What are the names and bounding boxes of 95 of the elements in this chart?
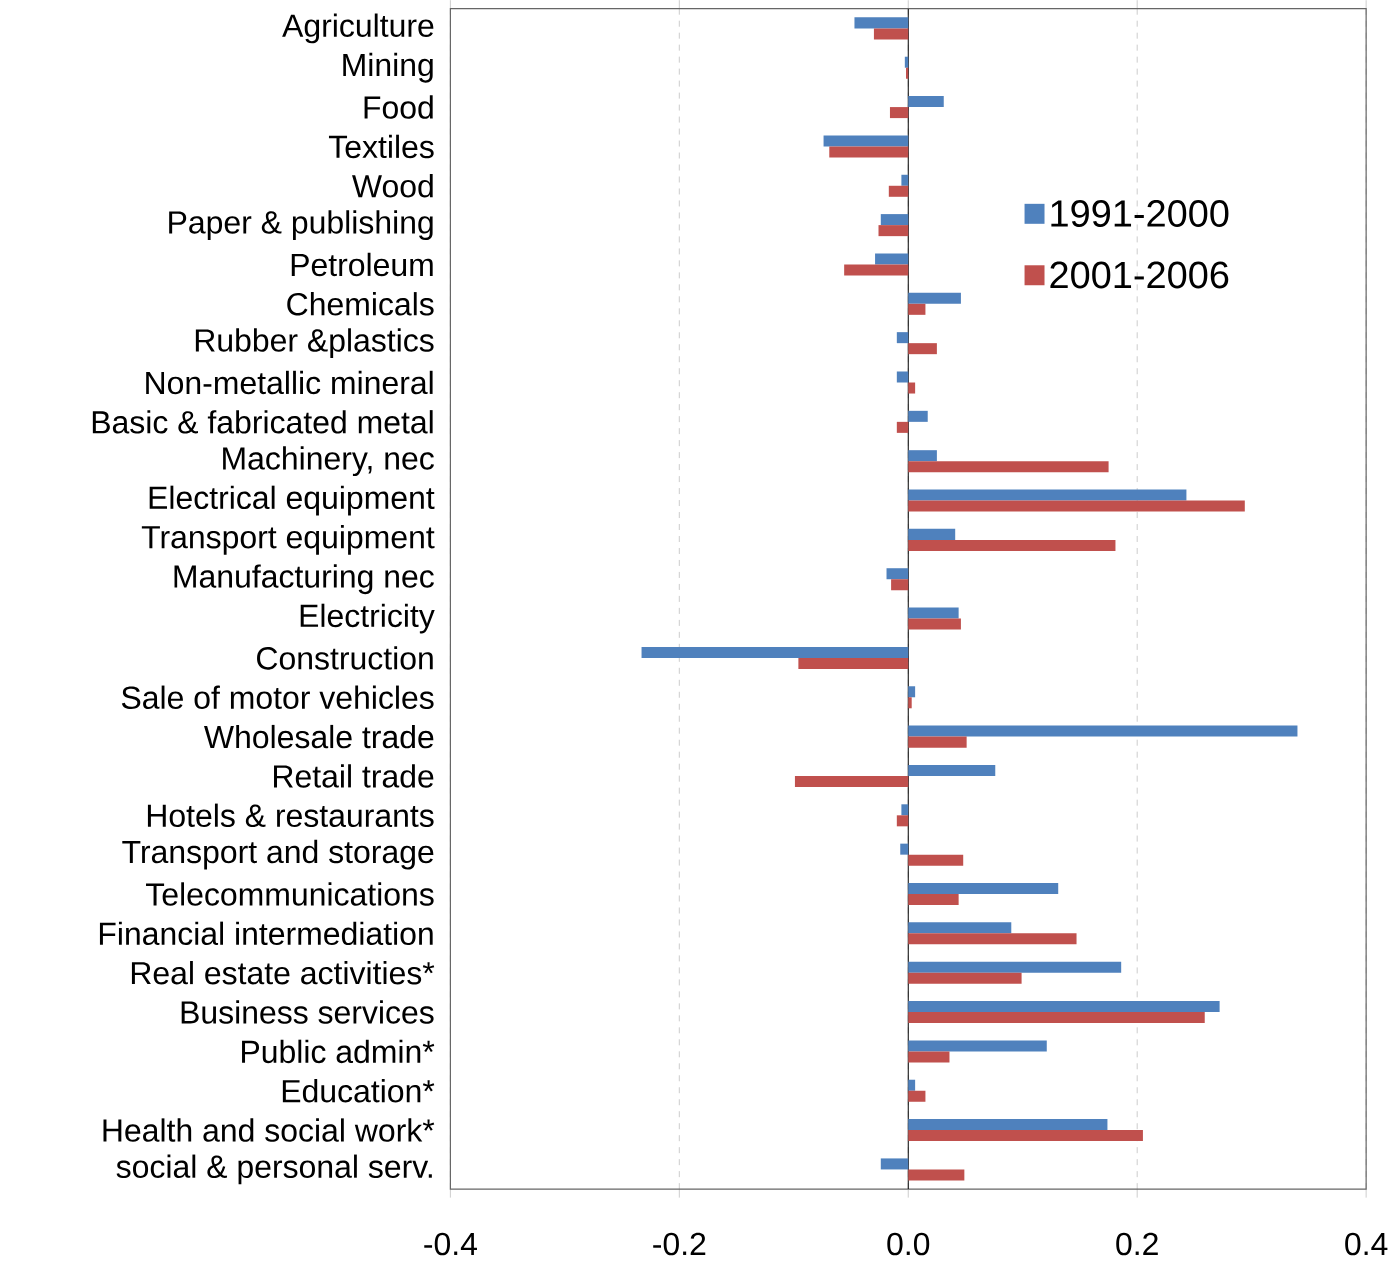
y-tick-label: Transport and storage: [122, 839, 434, 870]
bar: [908, 343, 937, 355]
bar: [908, 382, 916, 394]
bar: [908, 894, 959, 906]
bar: [908, 96, 944, 108]
bar: [908, 500, 1245, 512]
bar: [908, 686, 916, 698]
y-tick-label: Chemicals: [287, 292, 434, 316]
bar: [908, 854, 964, 866]
bar: [798, 657, 909, 669]
bar: [896, 421, 909, 433]
bar: [901, 804, 909, 816]
legend-label: 2001-2006: [1050, 261, 1229, 289]
y-tick-label: Petroleum: [291, 252, 433, 277]
x-tick-label: 0.0: [887, 1232, 930, 1256]
y-tick-label: Business services: [181, 1000, 434, 1024]
y-tick-label: Electrical equipment: [149, 485, 435, 516]
y-tick-label: Retail trade: [274, 764, 434, 788]
bar: [908, 450, 937, 462]
bar: [908, 725, 1298, 737]
x-tick-label: 0.4: [1345, 1232, 1388, 1256]
bar: [908, 539, 1116, 551]
y-tick-label: Transport equipment: [141, 525, 435, 555]
bar: [641, 646, 909, 658]
y-tick-label: Basic & fabricated metal: [92, 410, 433, 434]
bar: [889, 107, 909, 119]
bar: [854, 17, 909, 29]
bar: [908, 1169, 965, 1181]
x-tick-label: -0.4: [424, 1232, 477, 1256]
bar: [908, 528, 956, 540]
bar: [908, 882, 1059, 895]
bar: [908, 1090, 926, 1102]
bar: [908, 961, 1122, 973]
y-tick-label: Hotels & restaurants: [147, 803, 434, 828]
bar: [888, 185, 909, 197]
x-tick-label: -0.2: [653, 1232, 706, 1256]
bar: [908, 764, 996, 776]
bar: [900, 843, 909, 855]
y-tick-label: social & personal serv.: [116, 1154, 432, 1185]
bar: [908, 933, 1077, 945]
bar: [823, 135, 909, 147]
bar: [908, 972, 1022, 984]
bar: [901, 174, 909, 186]
bar: [908, 922, 1012, 934]
bar: [880, 1158, 909, 1170]
y-tick-label: Health and social work*: [103, 1118, 435, 1142]
y-tick-label: Non-metallic mineral: [146, 370, 433, 395]
legend-label: 1991-2000: [1051, 200, 1229, 227]
y-tick-label: Machinery, nec: [223, 446, 434, 477]
bar: [844, 264, 909, 276]
y-tick-label: Telecommunications: [146, 882, 434, 906]
bar: [908, 410, 928, 422]
bar: [908, 1040, 1047, 1052]
bar: [908, 618, 961, 630]
bar: [896, 815, 909, 827]
bar: [908, 489, 1187, 501]
bar: [829, 146, 909, 158]
bar: [886, 568, 909, 580]
y-tick-label: Food: [364, 95, 433, 119]
y-tick-label: Paper & publishing: [169, 210, 433, 241]
y-tick-label: Electricity: [300, 603, 435, 634]
y-tick-label: Financial intermediation: [99, 921, 433, 946]
y-tick-label: Agriculture: [282, 13, 434, 44]
bar: [908, 607, 959, 619]
bar: [908, 736, 967, 748]
bar: [908, 292, 961, 304]
y-tick-label: Mining: [343, 52, 433, 83]
y-tick-label: Textiles: [328, 134, 434, 159]
bar: [880, 214, 909, 226]
bar: [908, 303, 926, 315]
y-tick-label: Education*: [282, 1079, 435, 1103]
y-tick-label: Rubber &plastics: [195, 328, 434, 359]
y-tick-label: Sale of motor vehicles: [121, 685, 434, 710]
bar: [878, 225, 909, 237]
bar: [873, 28, 909, 40]
bar: [908, 1119, 1108, 1131]
bar: [908, 1001, 1220, 1013]
bar: [908, 461, 1109, 473]
bar: [891, 579, 909, 591]
y-tick-label: Construction: [257, 646, 433, 670]
y-tick-label: Manufacturing nec: [174, 564, 434, 595]
y-tick-label: Wood: [352, 174, 433, 198]
bar: [908, 1012, 1205, 1024]
y-tick-label: Wholesale trade: [204, 724, 434, 749]
bar: [908, 1130, 1143, 1142]
bar: [794, 775, 909, 787]
bar: [875, 253, 909, 265]
bar: [908, 1079, 916, 1091]
bar: [896, 332, 909, 344]
y-tick-label: Real estate activities*: [131, 960, 435, 985]
x-tick-label: 0.2: [1116, 1232, 1158, 1256]
bar: [896, 371, 909, 383]
bar: [908, 1051, 950, 1063]
bar: [908, 697, 912, 709]
y-tick-label: Public admin*: [242, 1039, 435, 1064]
